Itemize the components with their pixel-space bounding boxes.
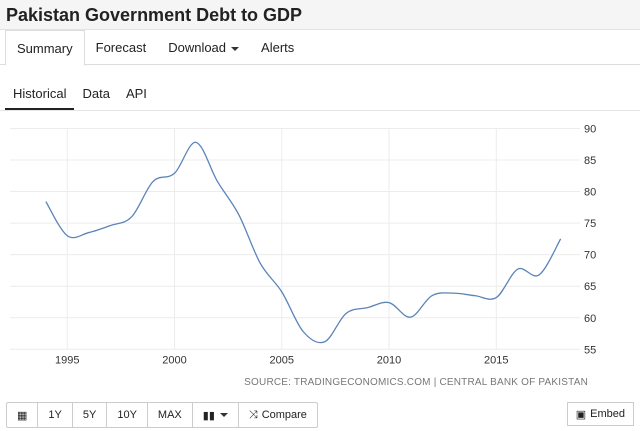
data-point — [280, 290, 284, 294]
data-point — [301, 330, 305, 334]
y-tick-label: 80 — [584, 187, 596, 199]
y-tick-label: 70 — [584, 250, 596, 262]
data-point — [473, 294, 477, 298]
data-point — [130, 215, 134, 219]
data-point — [323, 340, 327, 344]
embed-label: Embed — [590, 408, 625, 420]
range-1y-button[interactable]: 1Y — [38, 403, 73, 427]
bar-chart-icon: ▮▮ — [202, 409, 215, 422]
shuffle-icon: ⤨ — [248, 408, 258, 421]
data-point — [516, 267, 520, 271]
calendar-icon: ▦ — [17, 409, 28, 422]
chart-type-button[interactable]: ▮▮ — [193, 403, 239, 427]
data-point — [44, 200, 48, 204]
data-point — [344, 311, 348, 315]
y-tick-label: 65 — [584, 281, 596, 293]
y-tick-label: 90 — [584, 123, 596, 135]
page-title: Pakistan Government Debt to GDP — [0, 0, 640, 30]
x-tick-label: 2005 — [270, 354, 294, 366]
y-tick-label: 60 — [584, 313, 596, 325]
tab-summary[interactable]: Summary — [5, 30, 85, 66]
range-5y-button[interactable]: 5Y — [73, 403, 108, 427]
data-point — [430, 294, 434, 298]
sub-tabs: Historical Data API — [0, 78, 640, 111]
tab-data[interactable]: Data — [82, 86, 110, 101]
data-point — [258, 261, 262, 265]
data-point — [151, 179, 155, 183]
data-point — [559, 237, 563, 241]
range-10y-button[interactable]: 10Y — [107, 403, 148, 427]
tab-forecast[interactable]: Forecast — [95, 40, 147, 55]
calendar-button[interactable]: ▦ — [7, 403, 39, 427]
compare-label: Compare — [261, 409, 307, 421]
x-tick-label: 1995 — [55, 354, 79, 366]
data-point — [366, 306, 370, 310]
source-note: SOURCE: TRADINGECONOMICS.COM | CENTRAL B… — [244, 377, 588, 388]
data-point — [65, 234, 69, 238]
tab-download-label: Download — [168, 40, 227, 55]
tab-historical[interactable]: Historical — [5, 78, 75, 110]
data-point — [387, 301, 391, 305]
caret-down-icon — [219, 413, 228, 417]
series-line — [45, 141, 562, 344]
data-point — [451, 291, 455, 295]
y-tick-label: 85 — [584, 155, 596, 167]
data-point — [173, 171, 177, 175]
range-max-button[interactable]: MAX — [148, 403, 193, 427]
embed-button[interactable]: ▣ Embed — [566, 402, 634, 426]
data-point — [194, 140, 198, 144]
image-icon: ▣ — [575, 408, 587, 421]
main-tabs: Summary Forecast Download Alerts — [0, 30, 640, 66]
data-point — [494, 296, 498, 300]
x-tick-label: 2010 — [377, 354, 401, 366]
x-tick-label: 2015 — [484, 354, 508, 366]
data-point — [87, 231, 91, 235]
data-point — [108, 224, 112, 228]
data-point — [537, 273, 541, 277]
y-tick-label: 55 — [584, 344, 596, 356]
tab-api[interactable]: API — [125, 86, 147, 101]
caret-down-icon — [231, 46, 240, 51]
data-point — [237, 213, 241, 217]
tab-download[interactable]: Download — [157, 30, 250, 64]
compare-button[interactable]: ⤨ Compare — [239, 403, 317, 427]
data-point — [409, 315, 413, 319]
tab-alerts[interactable]: Alerts — [261, 40, 295, 55]
chart-toolbar: ▦ 1Y 5Y 10Y MAX ▮▮ ⤨ Compare — [6, 402, 318, 428]
line-chart: 90 85 80 75 70 65 60 55 1995 2000 2005 2010 2015 — [10, 123, 596, 366]
x-tick-label: 2000 — [162, 354, 186, 366]
data-point — [215, 179, 219, 183]
y-tick-label: 75 — [584, 218, 596, 230]
